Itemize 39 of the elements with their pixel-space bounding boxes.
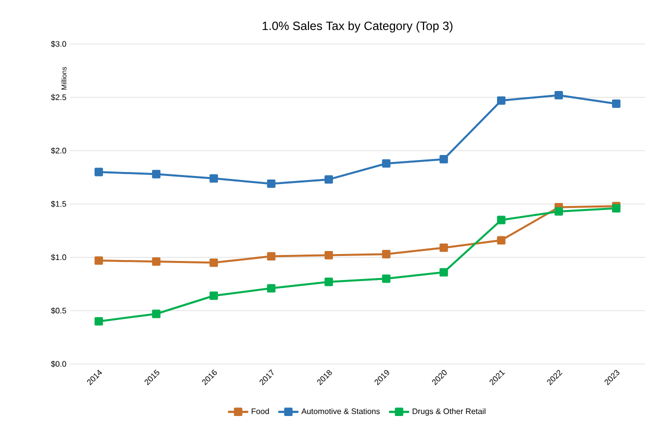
- point: [554, 91, 563, 100]
- legend-label: Drugs & Other Retail: [412, 408, 486, 416]
- point: [267, 284, 276, 292]
- point: [324, 175, 333, 184]
- point: [94, 168, 103, 176]
- point: [324, 251, 333, 260]
- point: [210, 292, 218, 300]
- legend-label: Food: [252, 408, 269, 414]
- y-tick-label: $2.5: [50, 94, 66, 101]
- point: [382, 159, 390, 168]
- point: [440, 155, 448, 164]
- point: [497, 216, 506, 224]
- point: [382, 250, 390, 258]
- point: [440, 244, 448, 252]
- point: [440, 268, 448, 276]
- point: [382, 274, 390, 283]
- point: [267, 180, 276, 188]
- point: [94, 256, 103, 265]
- chart-title: 1.0% Sales Tax by Category (Top 3): [262, 21, 452, 32]
- point: [324, 278, 333, 286]
- y-tick-label: $2.0: [50, 147, 66, 154]
- y-tick-label: $1.0: [50, 254, 66, 261]
- point: [554, 207, 563, 216]
- y-tick-label: $0.0: [50, 360, 66, 368]
- point: [210, 174, 218, 183]
- point: [267, 252, 276, 260]
- point: [152, 310, 160, 318]
- point: [612, 204, 620, 212]
- point: [497, 96, 506, 105]
- y-tick-label: $1.5: [50, 200, 66, 208]
- point: [210, 258, 218, 267]
- point: [497, 236, 506, 244]
- point: [152, 170, 160, 178]
- y-tick-label: $0.5: [50, 307, 66, 314]
- point: [612, 100, 620, 108]
- point: [152, 257, 160, 266]
- legend-label: Automotive & Stations: [301, 408, 380, 414]
- point: [94, 317, 103, 326]
- y-tick-label: $3.0: [50, 40, 66, 48]
